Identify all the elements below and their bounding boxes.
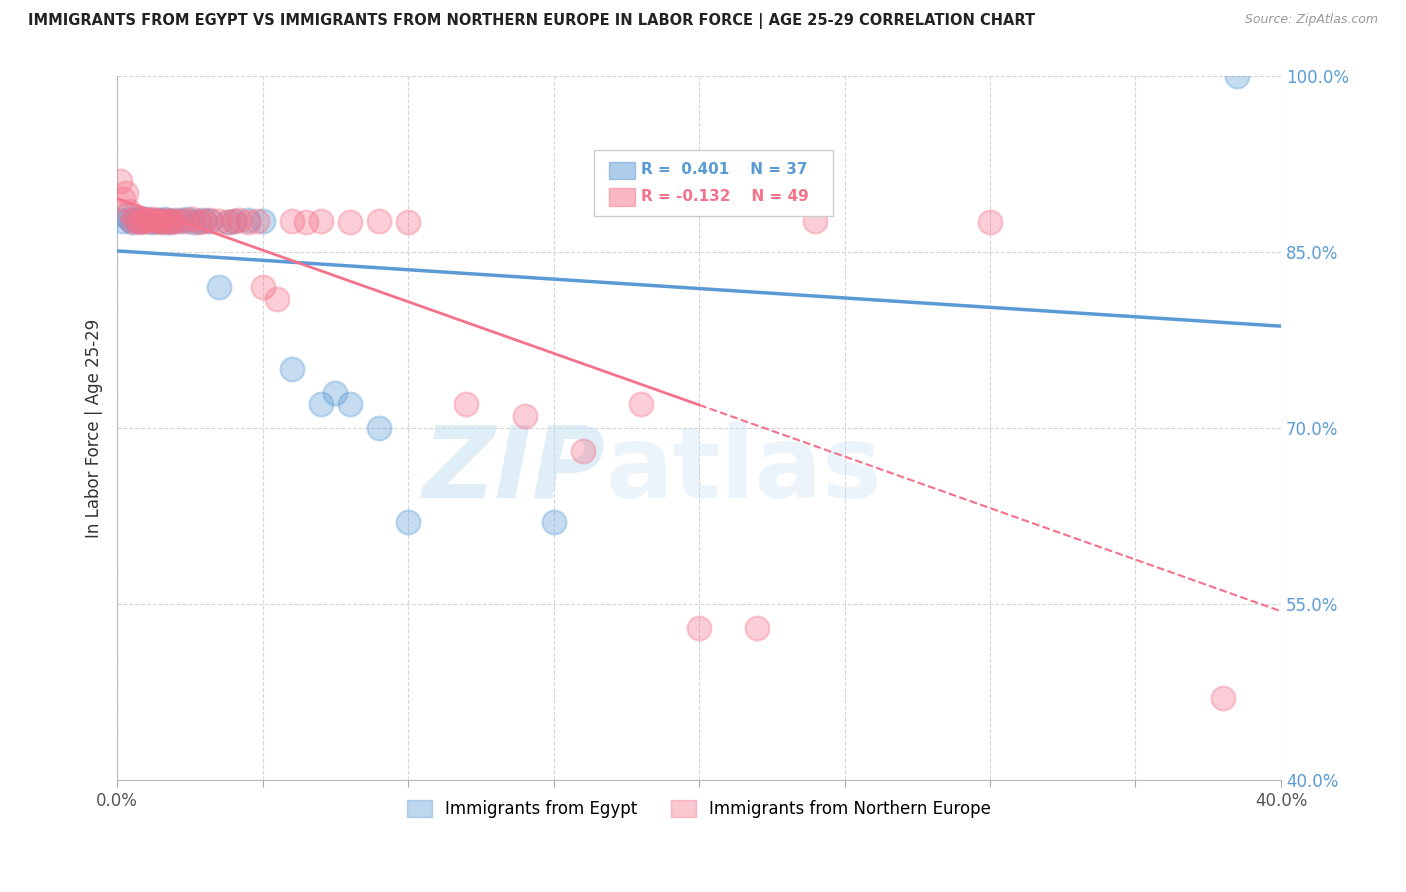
Point	[181, 215, 204, 229]
Point	[129, 215, 152, 229]
Point	[132, 214, 155, 228]
Point	[111, 214, 134, 228]
Point	[170, 214, 193, 228]
Point	[217, 215, 239, 229]
Text: R =  0.401    N = 37: R = 0.401 N = 37	[641, 162, 807, 178]
Point	[368, 214, 391, 228]
Point	[146, 214, 169, 228]
Text: Source: ZipAtlas.com: Source: ZipAtlas.com	[1244, 13, 1378, 27]
Point	[747, 621, 769, 635]
Text: R = -0.132    N = 49: R = -0.132 N = 49	[641, 189, 808, 204]
Point	[228, 213, 250, 227]
Y-axis label: In Labor Force | Age 25-29: In Labor Force | Age 25-29	[86, 318, 103, 538]
Point	[127, 214, 149, 228]
Point	[281, 214, 304, 228]
Point	[513, 409, 536, 424]
Point	[325, 385, 347, 400]
Point	[208, 280, 231, 294]
Point	[246, 214, 269, 228]
Point	[127, 214, 149, 228]
Legend: Immigrants from Egypt, Immigrants from Northern Europe: Immigrants from Egypt, Immigrants from N…	[401, 793, 998, 825]
Point	[138, 214, 160, 228]
Point	[132, 214, 155, 228]
Point	[396, 515, 419, 529]
Point	[1212, 691, 1234, 706]
Point	[979, 215, 1001, 229]
Point	[138, 213, 160, 227]
Point	[339, 397, 361, 411]
Point	[162, 215, 184, 229]
Text: ZIP: ZIP	[423, 422, 606, 518]
Point	[187, 215, 209, 229]
Point	[193, 213, 215, 227]
Point	[121, 215, 143, 229]
Point	[165, 213, 187, 227]
Bar	[609, 188, 636, 206]
Point	[193, 214, 215, 228]
Point	[118, 211, 141, 226]
Point	[159, 214, 181, 228]
FancyBboxPatch shape	[595, 150, 832, 217]
Point	[804, 214, 827, 228]
Point	[200, 214, 222, 228]
Point	[108, 174, 131, 188]
Point	[187, 214, 209, 228]
Point	[111, 192, 134, 206]
Point	[170, 213, 193, 227]
Point	[135, 213, 157, 227]
Point	[156, 213, 179, 227]
Point	[135, 211, 157, 226]
Point	[571, 444, 593, 458]
Bar	[609, 161, 636, 179]
Point	[115, 186, 138, 200]
Point	[339, 215, 361, 229]
Point	[129, 211, 152, 225]
Point	[295, 215, 318, 229]
Point	[236, 215, 259, 229]
Text: IMMIGRANTS FROM EGYPT VS IMMIGRANTS FROM NORTHERN EUROPE IN LABOR FORCE | AGE 25: IMMIGRANTS FROM EGYPT VS IMMIGRANTS FROM…	[28, 13, 1035, 29]
Point	[309, 214, 332, 228]
Point	[217, 215, 239, 229]
Point	[124, 213, 146, 227]
Point	[236, 213, 259, 227]
Point	[165, 214, 187, 228]
Point	[141, 211, 163, 226]
Point	[143, 213, 166, 227]
Point	[159, 214, 181, 228]
Point	[1226, 69, 1249, 83]
Point	[156, 215, 179, 229]
Point	[222, 214, 245, 228]
Point	[266, 292, 288, 306]
Point	[146, 213, 169, 227]
Point	[688, 621, 710, 635]
Point	[152, 211, 174, 226]
Point	[630, 397, 652, 411]
Point	[396, 215, 419, 229]
Point	[252, 214, 274, 228]
Point	[124, 211, 146, 226]
Point	[115, 210, 138, 224]
Point	[143, 214, 166, 228]
Point	[118, 203, 141, 218]
Point	[543, 515, 565, 529]
Point	[368, 421, 391, 435]
Text: atlas: atlas	[606, 422, 883, 518]
Point	[456, 397, 478, 411]
Point	[252, 280, 274, 294]
Point	[281, 362, 304, 376]
Point	[141, 215, 163, 229]
Point	[181, 211, 204, 226]
Point	[176, 214, 198, 228]
Point	[222, 214, 245, 228]
Point	[149, 214, 172, 228]
Point	[149, 215, 172, 229]
Point	[176, 211, 198, 226]
Point	[152, 214, 174, 228]
Point	[121, 214, 143, 228]
Point	[309, 397, 332, 411]
Point	[208, 214, 231, 228]
Point	[200, 213, 222, 227]
